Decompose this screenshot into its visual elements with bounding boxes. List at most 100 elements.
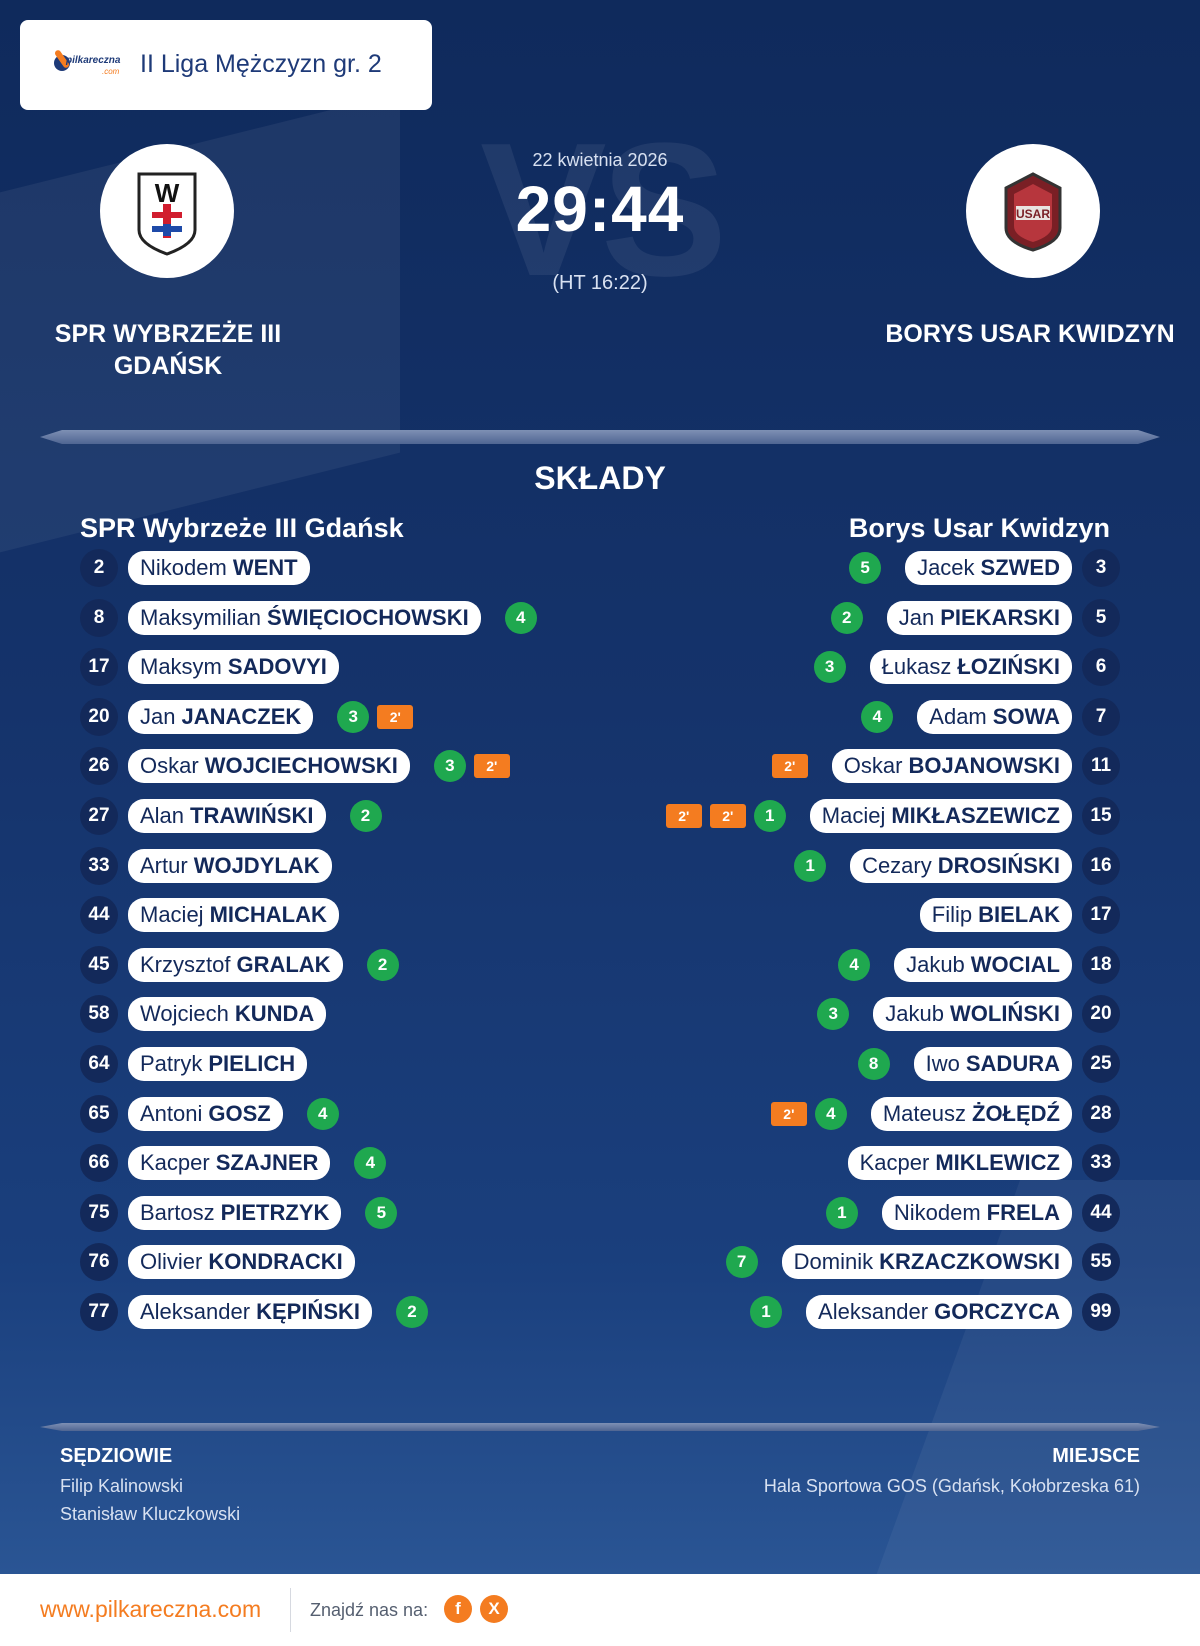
shirt-number: 33 — [1082, 1144, 1120, 1183]
goals-badge: 4 — [306, 1097, 339, 1130]
shirt-number: 25 — [1082, 1045, 1120, 1083]
shirt-number: 33 — [80, 846, 118, 885]
home-lineup-title: SPR Wybrzeże III Gdańsk — [80, 513, 404, 543]
player-first-name: Jacek — [917, 555, 975, 580]
goals-badge: 3 — [817, 998, 850, 1031]
shirt-number: 16 — [1082, 846, 1120, 885]
player-row: 5 Jan PIEKARSKI 2 — [830, 598, 1120, 638]
player-last-name: SOWA — [992, 703, 1060, 729]
website-link[interactable]: www.pilkareczna.com — [40, 1596, 262, 1622]
player-name: Oskar BOJANOWSKI — [831, 749, 1072, 784]
player-row: 64 Patryk PIELICH — [80, 1044, 331, 1084]
player-first-name: Dominik — [793, 1249, 874, 1275]
player-name: Alan TRAWIŃSKI — [128, 799, 326, 833]
section-divider — [40, 430, 1160, 444]
player-row: 8 Maksymilian ŚWIĘCIOCHOWSKI 4 — [80, 598, 537, 638]
player-row: 76 Olivier KONDRACKI — [80, 1242, 379, 1282]
player-stats: 1 — [825, 1196, 858, 1229]
player-last-name: FRELA — [986, 1199, 1060, 1225]
venue-name: Hala Sportowa GOS (Gdańsk, Kołobrzeska 6… — [763, 1476, 1140, 1496]
player-row: 25 Iwo SADURA 8 — [857, 1044, 1120, 1084]
player-row: 3 Jacek SZWED 5 — [849, 548, 1120, 588]
background-decoration — [859, 1180, 1200, 1574]
away-team-crest: USAR — [966, 144, 1100, 278]
player-first-name: Cezary — [862, 852, 932, 878]
player-stats: 7 — [725, 1246, 758, 1279]
player-row: 28 Mateusz ŻOŁĘDŹ 4 2' — [770, 1094, 1120, 1134]
player-last-name: KĘPIŃSKI — [256, 1299, 360, 1324]
player-stats: 4 — [306, 1097, 339, 1130]
player-name: Filip BIELAK — [919, 898, 1072, 933]
player-last-name: ŚWIĘCIOCHOWSKI — [267, 604, 469, 630]
away-team-name: BORYS USAR KWIDZYN — [885, 320, 1175, 348]
player-stats: 3 2' — [433, 750, 510, 783]
section-title: SKŁADY — [534, 460, 666, 496]
player-name: Patryk PIELICH — [128, 1047, 308, 1081]
match-card: VS pilkareczna .com II Liga Mężczyzn gr.… — [0, 0, 1200, 1574]
goals-badge: 8 — [857, 1048, 890, 1080]
player-stats: 2 — [366, 948, 399, 981]
goals-badge: 2 — [396, 1296, 428, 1328]
player-row: 27 Alan TRAWIŃSKI 2 — [80, 796, 382, 836]
shirt-number: 2 — [80, 549, 118, 587]
shirt-number: 75 — [80, 1193, 118, 1232]
player-first-name: Jan — [898, 604, 935, 630]
player-last-name: DROSIŃSKI — [937, 852, 1060, 878]
referee-name: Stanisław Kluczkowski — [60, 1504, 241, 1524]
player-first-name: Iwo — [925, 1051, 960, 1076]
logo-suffix: .com — [102, 67, 120, 76]
player-last-name: BIELAK — [978, 902, 1060, 928]
player-first-name: Maciej — [821, 803, 886, 828]
player-last-name: GOSZ — [208, 1100, 271, 1126]
player-last-name: WENT — [232, 555, 298, 580]
final-score: 29:44 — [515, 173, 685, 245]
suspension-badge: 2' — [709, 804, 746, 828]
vs-watermark: VS — [480, 104, 727, 316]
player-name: Cezary DROSIŃSKI — [850, 848, 1072, 883]
player-last-name: GRALAK — [236, 951, 331, 977]
player-row: 44 Nikodem FRELA 1 — [825, 1193, 1120, 1233]
goals-badge: 4 — [354, 1147, 387, 1180]
player-last-name: WOLIŃSKI — [950, 1001, 1060, 1027]
player-first-name: Alan — [140, 803, 185, 828]
shirt-number: 58 — [80, 995, 118, 1034]
player-first-name: Maciej — [140, 902, 204, 928]
player-last-name: MICHALAK — [209, 902, 327, 928]
goals-badge: 5 — [365, 1196, 398, 1229]
suspension-badge: 2' — [473, 754, 510, 779]
player-first-name: Aleksander — [140, 1299, 251, 1324]
usar-crest-icon: USAR — [1004, 172, 1062, 252]
player-name: Krzysztof GRALAK — [128, 947, 343, 982]
shirt-number: 18 — [1082, 945, 1120, 984]
goals-badge: 1 — [750, 1296, 783, 1328]
player-first-name: Oskar — [140, 753, 199, 779]
player-name: Jan JANACZEK — [128, 699, 314, 734]
shirt-number: 7 — [1082, 697, 1120, 736]
player-name: Nikodem WENT — [128, 551, 310, 585]
facebook-icon[interactable]: f — [444, 1595, 472, 1623]
player-last-name: PIEKARSKI — [940, 604, 1060, 630]
goals-badge: 3 — [433, 750, 466, 783]
player-first-name: Oskar — [843, 753, 903, 779]
player-row: 17 Filip BIELAK — [896, 895, 1120, 935]
logo-text: pilkareczna — [66, 55, 121, 66]
shirt-number: 20 — [80, 697, 118, 736]
goals-badge: 2 — [349, 800, 382, 832]
player-stats: 1 — [750, 1296, 783, 1328]
player-name: Mateusz ŻOŁĘDŹ — [870, 1096, 1072, 1131]
player-first-name: Kacper — [859, 1150, 930, 1176]
player-stats: 5 — [849, 552, 882, 584]
find-us-label: Znajdź nas na: — [310, 1600, 429, 1620]
player-row: 99 Aleksander GORCZYCA 1 — [750, 1292, 1120, 1332]
player-last-name: GORCZYCA — [934, 1299, 1060, 1324]
handball-icon — [54, 55, 70, 71]
player-first-name: Olivier — [140, 1249, 203, 1275]
shirt-number: 8 — [80, 598, 118, 637]
footer-separator — [290, 1588, 291, 1632]
suspension-badge: 2' — [771, 754, 808, 779]
player-last-name: KRZACZKOWSKI — [879, 1249, 1060, 1275]
shirt-number: 45 — [80, 945, 118, 984]
player-first-name: Jan — [140, 703, 176, 729]
x-icon[interactable]: X — [480, 1595, 508, 1623]
league-header: pilkareczna .com II Liga Mężczyzn gr. 2 — [20, 20, 432, 110]
